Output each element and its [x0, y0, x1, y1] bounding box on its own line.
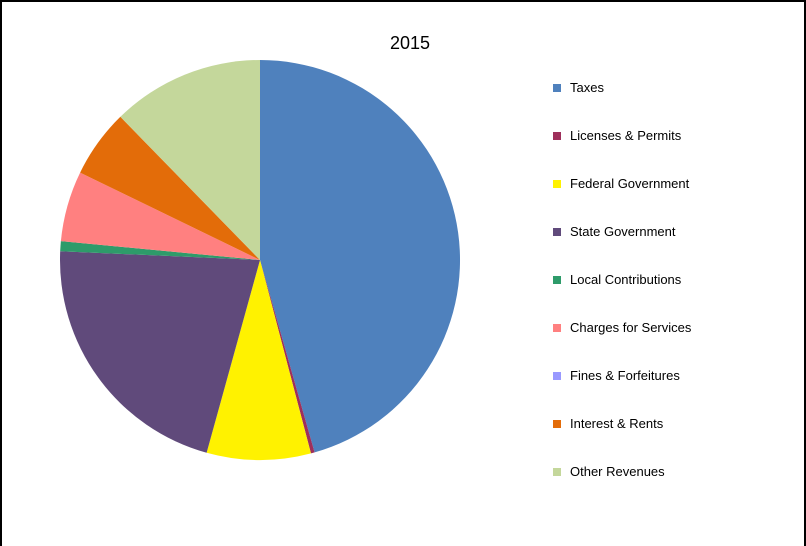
- pie-slice-other-revenues: [120, 60, 261, 260]
- legend-swatch: [553, 228, 561, 236]
- legend-swatch: [553, 420, 561, 428]
- legend-label: Taxes: [570, 80, 604, 95]
- legend-label: Licenses & Permits: [570, 128, 682, 143]
- legend-swatch: [553, 324, 561, 332]
- chart-title: 2015: [389, 33, 431, 53]
- pie-slice-taxes: [260, 60, 461, 453]
- legend-label: Other Revenues: [570, 464, 665, 479]
- pie-slice-licenses-permits: [260, 260, 315, 454]
- pie-slice-charges-for-services: [60, 172, 260, 260]
- legend-label: Interest & Rents: [570, 416, 664, 431]
- legend-label: Charges for Services: [570, 320, 692, 335]
- legend-swatch: [553, 132, 561, 140]
- pie-slice-state-government: [59, 251, 261, 453]
- pie-slice-local-contributions: [60, 241, 260, 260]
- legend-swatch: [553, 84, 561, 92]
- legend-swatch: [553, 468, 561, 476]
- legend-swatch: [553, 180, 561, 188]
- legend-label: Local Contributions: [570, 272, 682, 287]
- pie-slice-federal-government: [206, 260, 311, 460]
- legend-label: Federal Government: [570, 176, 690, 191]
- legend-label: Fines & Forfeitures: [570, 368, 680, 383]
- legend-swatch: [553, 276, 561, 284]
- legend-swatch: [553, 372, 561, 380]
- legend-label: State Government: [570, 224, 676, 239]
- pie-slice-interest-rents: [80, 116, 261, 260]
